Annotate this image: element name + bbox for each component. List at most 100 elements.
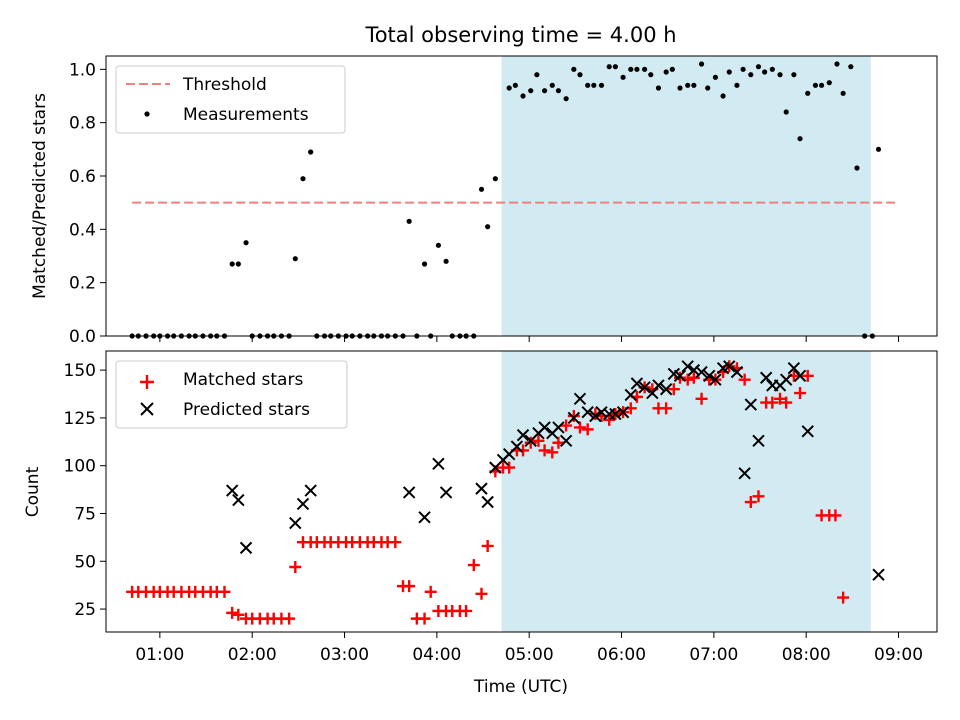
predicted-star-point [296, 497, 310, 511]
measurement-point [734, 82, 740, 88]
matched-star-point [232, 608, 245, 621]
measurements-legend-swatch [144, 111, 150, 117]
measurement-point [840, 90, 846, 96]
predicted-star-point [552, 421, 565, 434]
x-tick-label: 07:00 [689, 645, 738, 665]
measurement-point [443, 258, 449, 264]
measurement-point [534, 72, 540, 78]
predicted-star-point [793, 369, 807, 383]
predicted-star-point [510, 440, 524, 453]
bottom-y-tick-label: 150 [64, 361, 96, 381]
matched-star-point [503, 461, 516, 474]
matched-star-point [567, 409, 580, 422]
measurement-point [506, 85, 512, 91]
measurement-point [591, 82, 597, 88]
bottom-legend-box [115, 360, 348, 429]
matched-star-point [794, 387, 807, 400]
matched-star-point [552, 436, 565, 449]
matched-star-point [424, 585, 437, 598]
bottom-x-ticks: 01:00 02:00 03:00 04:00 05:00 06:00 07:00 08:00… [135, 632, 923, 665]
bottom-y-axis-label: Count [23, 466, 43, 517]
predicted-star-point [638, 381, 651, 394]
predicted-star-point [695, 365, 708, 379]
measurement-point [571, 66, 577, 72]
predicted-star-point [481, 495, 494, 509]
bottom-y-tick-label: 25 [74, 600, 96, 620]
measurement-point [797, 136, 803, 142]
measurement-point [549, 82, 555, 88]
matched-star-point [573, 421, 586, 434]
measurement-point [669, 66, 675, 72]
measurement-point [528, 88, 534, 94]
x-tick-label: 01:00 [135, 645, 184, 665]
matched-star-point [517, 444, 530, 457]
matched-star-point [546, 446, 559, 459]
predicted-star-point [239, 541, 253, 555]
measurement-point [628, 66, 634, 72]
matched-star-point [744, 496, 757, 509]
bottom-axes-frame [105, 350, 938, 633]
predicted-star-point [589, 409, 602, 423]
matched-star-point [289, 561, 302, 574]
measurement-point [541, 88, 548, 94]
measurement-point [854, 165, 860, 171]
top-y-tick-label: 1.0 [69, 60, 96, 80]
predicted-star-point [609, 407, 622, 421]
matched-star-point [581, 423, 594, 436]
matched-star-point [283, 612, 296, 625]
predicted-star-point [652, 379, 665, 392]
x-tick-label: 05:00 [505, 645, 554, 665]
predicted-star-point [232, 493, 245, 507]
bottom-y-tick-label: 75 [74, 504, 96, 524]
predicted-star-point [475, 482, 488, 495]
measurement-point [818, 82, 825, 88]
matched-star-point [801, 369, 814, 382]
matched-star-point [695, 392, 708, 405]
measurement-point [563, 96, 569, 102]
measurement-point [655, 85, 662, 91]
measurement-point [243, 240, 249, 246]
matched-star-point [766, 396, 779, 409]
measurement-point [698, 61, 705, 67]
matched-star-point [460, 604, 473, 617]
top-y-tick-label: 0.6 [69, 167, 96, 187]
x-axis-label: Time (UTC) [473, 677, 568, 697]
top-axes-frame [105, 55, 938, 337]
predicted-star-point [581, 405, 594, 419]
predicted-star-point [624, 388, 637, 402]
measurement-point [229, 261, 235, 267]
measurement-point [762, 69, 768, 75]
measurement-point [300, 176, 306, 182]
predicted-star-point [801, 425, 814, 438]
predicted-star-point [289, 516, 302, 530]
measurement-point [812, 82, 819, 88]
top-y-tick-label: 0.8 [69, 114, 96, 134]
top-y-tick-label: 0.0 [69, 327, 96, 347]
matched-star-point [560, 419, 573, 432]
bottom-y-tick-label: 125 [64, 409, 96, 429]
predicted-star-point [752, 434, 765, 448]
matched-star-point [418, 612, 431, 625]
top-panel: 0.0 0.2 0.4 0.6 0.8 1.0 Matched/Predicted sta… [30, 55, 938, 347]
measurement-point [663, 69, 669, 75]
measurement-point [720, 93, 726, 99]
predicted-stars-legend-label: Predicted stars [183, 400, 310, 420]
predicted-star-point [659, 383, 673, 396]
figure-title: Total observing time = 4.00 h [364, 23, 676, 47]
predicted-star-point [872, 568, 885, 581]
threshold-legend-label: Threshold [182, 75, 267, 95]
measurement-point [712, 74, 719, 80]
measurement-point [777, 72, 783, 78]
predicted-star-point [538, 421, 551, 434]
measurement-point [421, 261, 428, 267]
matched-star-point [660, 402, 673, 415]
predicted-star-point [730, 365, 744, 379]
matched-star-point [467, 559, 480, 572]
predicted-star-point [616, 405, 630, 419]
measurement-point [577, 72, 583, 78]
matched-star-point [738, 373, 751, 386]
top-y-tick-label: 0.4 [69, 220, 96, 240]
measurement-point [492, 176, 498, 182]
predicted-star-point [779, 373, 793, 386]
predicted-star-point [646, 386, 659, 400]
